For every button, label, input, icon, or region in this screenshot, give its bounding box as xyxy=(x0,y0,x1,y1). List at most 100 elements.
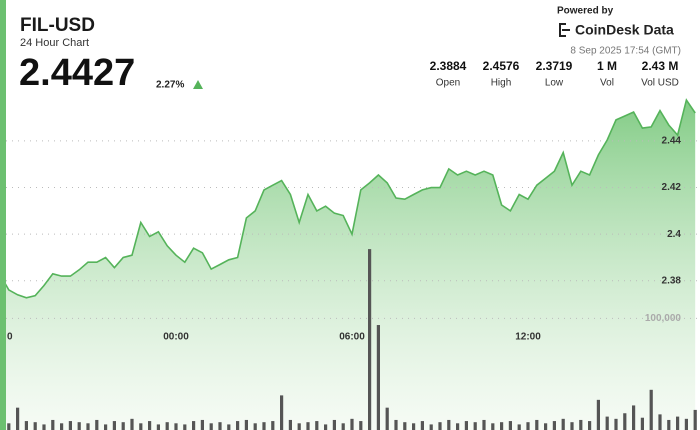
brand-icon xyxy=(559,23,570,37)
stat-label: Low xyxy=(545,78,564,89)
volume-bar xyxy=(412,423,416,430)
volume-bar xyxy=(7,423,11,430)
volume-bar xyxy=(174,423,178,430)
powered-by: Powered by xyxy=(557,6,614,17)
volume-bar xyxy=(482,419,486,430)
volume-bar xyxy=(24,421,28,430)
volume-bar xyxy=(526,422,530,430)
volume-bar xyxy=(508,421,512,430)
x-tick-label: 12:00 xyxy=(515,332,541,343)
price: 2.4427 xyxy=(19,52,135,94)
volume-bar xyxy=(77,422,81,430)
volume-bar xyxy=(588,421,592,430)
volume-bar xyxy=(200,419,204,430)
price-line xyxy=(0,98,696,299)
y-tick-label: 2.4 xyxy=(667,229,681,240)
volume-bar xyxy=(306,422,310,430)
x-tick-label: 00:00 xyxy=(163,332,189,343)
volume-bar xyxy=(288,419,292,430)
stat-value: 2.4576 xyxy=(483,59,520,73)
volume-bar xyxy=(552,421,556,430)
volume-bar xyxy=(315,421,319,430)
x-tick-label: 06:00 xyxy=(339,332,365,343)
volume-bar xyxy=(16,407,20,430)
volume-bar xyxy=(86,423,90,430)
volume-bar xyxy=(121,422,125,430)
volume-bar xyxy=(297,423,301,430)
volume-bar xyxy=(271,421,275,430)
volume-bar xyxy=(570,422,574,430)
y-tick-label: 2.42 xyxy=(662,182,682,193)
volume-bar xyxy=(464,421,468,430)
volume-bar xyxy=(253,423,257,430)
up-arrow xyxy=(193,80,203,89)
volume-bar xyxy=(227,424,231,430)
volume-bar xyxy=(579,419,583,430)
stat-label: Vol xyxy=(600,78,614,89)
stat-value: 2.3884 xyxy=(430,59,467,73)
volume-bar xyxy=(684,418,688,430)
volume-bar xyxy=(95,419,99,430)
volume-bar xyxy=(192,421,196,430)
volume-bar xyxy=(165,422,169,430)
volume-bar xyxy=(341,423,345,430)
volume-bar xyxy=(112,421,116,430)
y-tick-label: 2.44 xyxy=(662,136,682,147)
volume-bar xyxy=(614,418,618,430)
volume-bar xyxy=(623,413,627,430)
volume-bar xyxy=(139,423,143,430)
y2-tick-label: 100,000 xyxy=(645,313,682,324)
volume-bar xyxy=(262,422,266,430)
volume-bar xyxy=(640,417,644,430)
volume-bar xyxy=(244,419,248,430)
volume-bar xyxy=(183,424,187,430)
plot-area: 2.38 2.4 2.42 2.44 100,000 0 00:00 06:00 12:00 xyxy=(0,98,700,430)
volume-bar xyxy=(500,422,504,430)
brand: CoinDesk Data xyxy=(575,22,674,38)
volume-bar xyxy=(130,418,134,430)
stat-label: High xyxy=(491,78,512,89)
volume-bar xyxy=(658,414,662,430)
volume-bar xyxy=(561,418,565,430)
volume-bar xyxy=(676,416,680,430)
volume-bar xyxy=(51,419,55,430)
volume-bar xyxy=(368,249,372,430)
stat-label: Open xyxy=(436,78,460,89)
volume-bar xyxy=(33,422,37,430)
subtitle: 24 Hour Chart xyxy=(20,37,89,49)
volume-bar xyxy=(491,423,495,430)
stat-label: Vol USD xyxy=(641,78,679,89)
volume-bar xyxy=(68,421,72,430)
volume-bar xyxy=(42,424,46,430)
volume-bar xyxy=(473,422,477,430)
symbol: FIL-USD xyxy=(20,15,95,36)
volume-bar xyxy=(605,416,609,430)
stat-value: 2.43 M xyxy=(642,59,679,73)
volume-bar xyxy=(438,422,442,430)
volume-bar xyxy=(218,422,222,430)
volume-bar xyxy=(236,421,240,430)
volume-bar xyxy=(649,389,653,430)
volume-bar xyxy=(456,423,460,430)
volume-bar xyxy=(350,418,354,430)
volume-bar xyxy=(156,424,160,430)
volume-bar xyxy=(394,419,398,430)
volume-bar xyxy=(544,423,548,430)
volume-bar xyxy=(209,423,213,430)
volume-bar xyxy=(359,421,363,430)
volume-bar xyxy=(403,422,407,430)
volume-bar xyxy=(447,419,451,430)
stat-value: 1 M xyxy=(597,59,617,73)
volume-bar xyxy=(385,407,389,430)
volume-bar xyxy=(693,409,697,430)
volume-bar xyxy=(376,325,380,430)
x-tick-label: 0 xyxy=(7,332,13,343)
volume-bar xyxy=(332,419,336,430)
volume-bar xyxy=(420,421,424,430)
volume-bar xyxy=(324,424,328,430)
y-tick-label: 2.38 xyxy=(662,275,682,286)
price-area xyxy=(0,100,696,430)
volume-bar xyxy=(667,419,671,430)
volume-bar xyxy=(148,421,152,430)
